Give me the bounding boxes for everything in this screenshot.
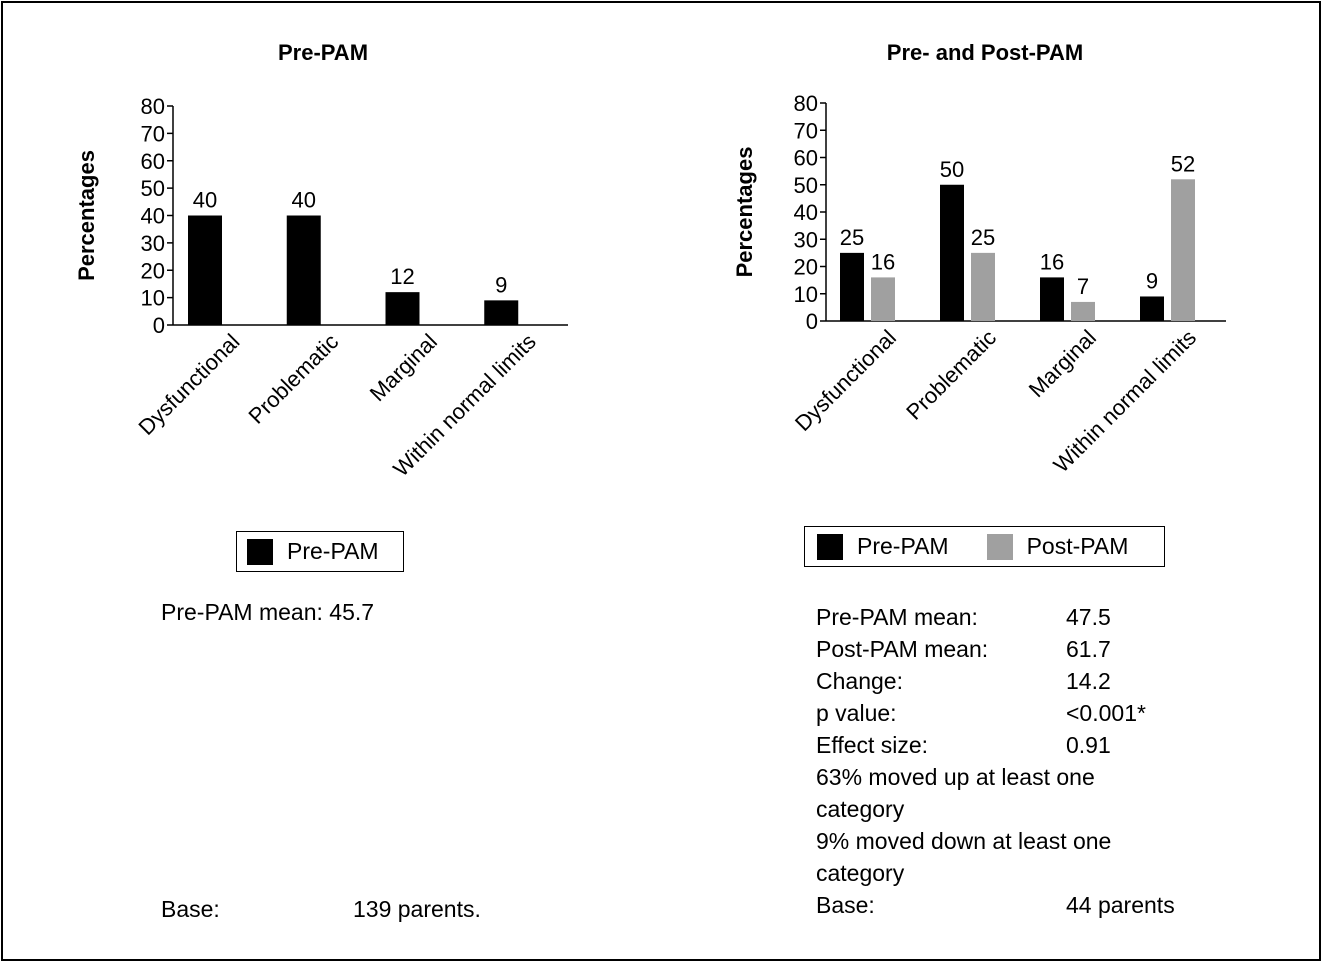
bar-pre-pam-dysfunctional xyxy=(188,215,222,325)
left-base-value: 139 parents. xyxy=(353,896,481,922)
stat-row-p-value: p value: <0.001* xyxy=(816,700,1146,726)
legend-right: Pre-PAM Post-PAM xyxy=(804,526,1165,567)
data-label-post-pam-marginal: 7 xyxy=(1077,274,1089,299)
legend-label-pre-pam: Pre-PAM xyxy=(287,538,379,564)
y-tick-label: 0 xyxy=(806,309,818,334)
stat-row-effect-size: Effect size: 0.91 xyxy=(816,732,1111,758)
y-tick-label: 30 xyxy=(794,227,818,252)
legend-label-pre-pam: Pre-PAM xyxy=(857,533,949,559)
bar-post-pam-problematic xyxy=(971,252,995,321)
data-label-pre-pam-dysfunctional: 25 xyxy=(840,225,864,250)
bar-pre-pam-within-normal-limits xyxy=(1140,296,1164,321)
y-tick-label: 10 xyxy=(794,282,818,307)
data-label-pre-pam-problematic: 40 xyxy=(292,188,316,213)
chart-pre-post-pam: Pre- and Post-PAMPercentages010203040506… xyxy=(732,40,1226,477)
y-tick-label: 60 xyxy=(794,146,818,171)
bar-pre-pam-dysfunctional xyxy=(840,252,864,321)
data-label-post-pam-dysfunctional: 16 xyxy=(871,249,895,274)
x-tick-label-marginal: Marginal xyxy=(1024,325,1101,402)
chart-title: Pre-PAM xyxy=(278,40,368,65)
bar-pre-pam-marginal xyxy=(385,292,420,325)
stat-moved-down-line1: 9% moved down at least one xyxy=(816,828,1112,854)
data-label-pre-pam-within-normal-limits: 9 xyxy=(495,272,507,297)
stat-moved-up-line1: 63% moved up at least one xyxy=(816,764,1095,790)
legend-item-pre-pam: Pre-PAM xyxy=(247,538,379,565)
stat-row-base: Base: 44 parents xyxy=(816,892,1175,918)
bar-pre-pam-within-normal-limits xyxy=(484,300,519,325)
y-axis-label: Percentages xyxy=(74,150,99,281)
y-tick-label: 30 xyxy=(141,231,165,256)
chart-title: Pre- and Post-PAM xyxy=(887,40,1083,65)
data-label-pre-pam-dysfunctional: 40 xyxy=(193,188,217,213)
legend-label-post-pam: Post-PAM xyxy=(1026,533,1129,559)
bar-pre-pam-problematic xyxy=(940,184,964,321)
x-tick-label-dysfunctional: Dysfunctional xyxy=(790,325,901,436)
legend-swatch-pre-pam xyxy=(817,533,843,560)
legend-left: Pre-PAM xyxy=(236,531,404,572)
y-tick-label: 20 xyxy=(794,255,818,280)
data-label-pre-pam-within-normal-limits: 9 xyxy=(1146,268,1158,293)
y-tick-label: 70 xyxy=(141,121,165,146)
y-tick-label: 50 xyxy=(141,176,165,201)
y-tick-label: 80 xyxy=(141,94,165,119)
stat-moved-down-line2: category xyxy=(816,860,905,886)
legend-swatch-pre-pam xyxy=(247,538,273,565)
stat-row-post-mean: Post-PAM mean: 61.7 xyxy=(816,636,1111,662)
x-tick-label-problematic: Problematic xyxy=(901,325,1001,425)
y-tick-label: 40 xyxy=(794,200,818,225)
y-tick-label: 50 xyxy=(794,173,818,198)
data-label-post-pam-within-normal-limits: 52 xyxy=(1171,151,1195,176)
chart-pre-pam: Pre-PAMPercentages0102030405060708040Dys… xyxy=(74,40,568,481)
bar-pre-pam-problematic xyxy=(286,215,321,325)
stat-row-pre-mean: Pre-PAM mean: 47.5 xyxy=(816,604,1111,630)
right-stats: Pre-PAM mean: 47.5 Post-PAM mean: 61.7 C… xyxy=(816,601,1175,921)
data-label-post-pam-problematic: 25 xyxy=(971,225,995,250)
bar-post-pam-dysfunctional xyxy=(871,277,895,321)
bar-pre-pam-marginal xyxy=(1040,277,1064,321)
y-tick-label: 0 xyxy=(153,313,165,338)
left-base-label: Base: xyxy=(161,896,220,922)
y-tick-label: 70 xyxy=(794,118,818,143)
data-label-pre-pam-marginal: 12 xyxy=(390,264,414,289)
y-tick-label: 40 xyxy=(141,204,165,229)
bar-post-pam-marginal xyxy=(1071,301,1095,321)
left-mean: Pre-PAM mean: 45.7 xyxy=(161,599,375,625)
y-tick-label: 20 xyxy=(141,258,165,283)
y-tick-label: 10 xyxy=(141,286,165,311)
legend-item-post-pam: Post-PAM xyxy=(986,533,1129,560)
bar-post-pam-within-normal-limits xyxy=(1171,179,1195,321)
data-label-pre-pam-problematic: 50 xyxy=(940,157,964,182)
legend-item-pre-pam: Pre-PAM xyxy=(817,533,949,560)
legend-swatch-post-pam xyxy=(986,533,1013,560)
stat-row-change: Change: 14.2 xyxy=(816,668,1111,694)
y-axis-label: Percentages xyxy=(732,147,757,278)
data-label-pre-pam-marginal: 16 xyxy=(1040,249,1064,274)
y-tick-label: 60 xyxy=(141,149,165,174)
stat-moved-up-line2: category xyxy=(816,796,905,822)
y-tick-label: 80 xyxy=(794,91,818,116)
